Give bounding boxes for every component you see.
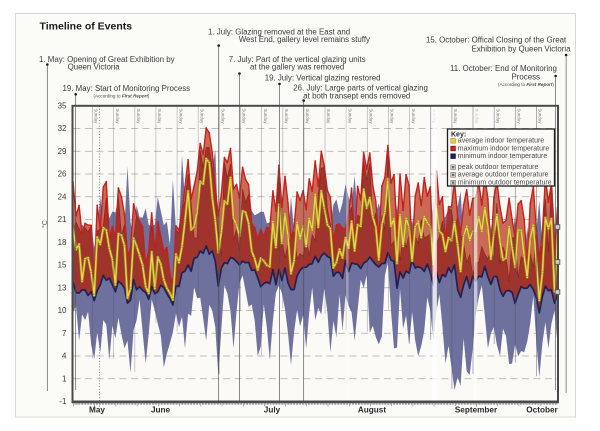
- svg-text:Timeline of Events: Timeline of Events: [40, 21, 133, 33]
- svg-text:Sunday: Sunday: [263, 109, 268, 125]
- svg-text:1: 1: [62, 374, 67, 383]
- svg-text:°C: °C: [41, 220, 49, 228]
- svg-text:-1: -1: [59, 397, 67, 406]
- svg-text:15: 15: [58, 261, 67, 270]
- svg-text:Sunday: Sunday: [453, 109, 458, 125]
- svg-text:Sunday: Sunday: [136, 109, 141, 125]
- svg-text:4: 4: [62, 352, 67, 361]
- svg-text:Sunday: Sunday: [284, 109, 289, 125]
- svg-text:Sunday: Sunday: [157, 109, 162, 125]
- svg-text:(According to First Report): (According to First Report): [94, 94, 150, 99]
- svg-text:24: 24: [58, 192, 67, 201]
- svg-text:Sunday: Sunday: [538, 109, 543, 125]
- svg-text:Sunday: Sunday: [495, 109, 500, 125]
- svg-text:average indoor temperature: average indoor temperature: [458, 138, 544, 145]
- svg-text:Exhibition by Queen Victoria: Exhibition by Queen Victoria: [472, 44, 572, 53]
- svg-text:Sunday: Sunday: [347, 109, 352, 125]
- svg-text:average outdoor temperature: average outdoor temperature: [458, 172, 549, 179]
- svg-text:July: July: [264, 406, 281, 415]
- svg-text:Sunday: Sunday: [115, 109, 120, 125]
- svg-text:32: 32: [58, 124, 67, 133]
- svg-text:15. October: Offical Closing o: 15. October: Offical Closing of the Grea…: [426, 35, 567, 44]
- svg-text:Sunday: Sunday: [517, 109, 522, 125]
- svg-text:1. May: Opening of Great Exhib: 1. May: Opening of Great Exhibition by: [39, 55, 175, 64]
- svg-text:August: August: [358, 406, 386, 415]
- svg-text:at the gallery was removed: at the gallery was removed: [250, 63, 344, 72]
- svg-text:October: October: [526, 406, 558, 415]
- svg-text:September: September: [455, 406, 498, 415]
- svg-text:Process: Process: [512, 73, 541, 82]
- svg-text:May: May: [89, 406, 105, 415]
- svg-text:Sunday: Sunday: [199, 109, 204, 125]
- svg-text:10: 10: [58, 306, 67, 315]
- svg-text:13: 13: [58, 283, 67, 292]
- svg-text:minimum outdoor temperature: minimum outdoor temperature: [458, 179, 552, 186]
- svg-text:West End, gallery level remain: West End, gallery level remains stuffy: [239, 35, 370, 44]
- svg-text:Sunday: Sunday: [390, 109, 395, 125]
- svg-text:Sunday: Sunday: [94, 109, 99, 125]
- svg-text:minimum indoor temperature: minimum indoor temperature: [458, 153, 548, 160]
- svg-text:at both transept ends removed: at both transept ends removed: [303, 91, 410, 100]
- svg-text:21: 21: [58, 215, 67, 224]
- svg-text:Sunday: Sunday: [221, 109, 226, 125]
- svg-text:Queen Victoria: Queen Victoria: [68, 63, 121, 72]
- svg-text:26: 26: [58, 170, 67, 179]
- svg-text:29: 29: [58, 147, 67, 156]
- svg-text:June: June: [151, 406, 171, 415]
- svg-text:Sunday: Sunday: [326, 109, 331, 125]
- svg-text:11. October: End of Monitoring: 11. October: End of Monitoring: [450, 64, 557, 73]
- svg-text:Sunday: Sunday: [242, 109, 247, 125]
- svg-text:Key:: Key:: [451, 131, 466, 138]
- svg-text:19. July: Vertical glazing res: 19. July: Vertical glazing restored: [265, 74, 381, 83]
- svg-text:peak outdoor temperature: peak outdoor temperature: [458, 164, 539, 171]
- svg-text:1. July: Glazing removed at th: 1. July: Glazing removed at the East and: [208, 28, 350, 37]
- svg-text:Sunday: Sunday: [305, 109, 310, 125]
- svg-text:18: 18: [58, 238, 67, 247]
- svg-text:Sunday: Sunday: [178, 109, 183, 125]
- svg-text:26. July: Large parts of verti: 26. July: Large parts of vertical glazin…: [293, 84, 428, 93]
- svg-text:maximum indoor temperature: maximum indoor temperature: [458, 145, 550, 152]
- svg-text:(According to First Report): (According to First Report): [498, 82, 554, 87]
- svg-text:Sunday: Sunday: [369, 109, 374, 125]
- svg-text:7: 7: [62, 329, 67, 338]
- svg-text:35: 35: [58, 101, 67, 110]
- svg-text:7. July: Part of the vertical: 7. July: Part of the vertical glazing un…: [229, 55, 366, 64]
- svg-text:19. May: Start of Monitoring P: 19. May: Start of Monitoring Process: [63, 84, 191, 93]
- svg-text:Sunday: Sunday: [411, 109, 416, 125]
